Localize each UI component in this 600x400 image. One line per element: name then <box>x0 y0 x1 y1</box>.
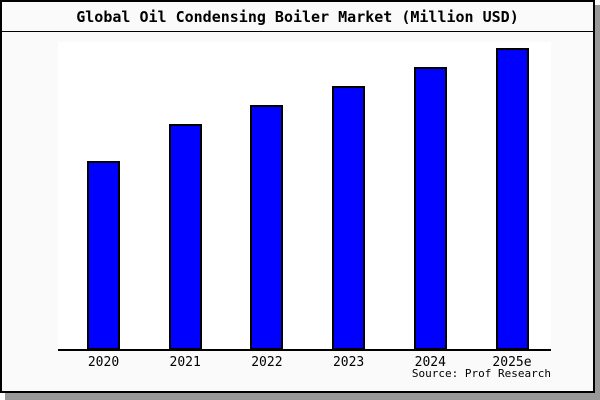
plot-area <box>58 42 551 350</box>
x-tick-label-2025e: 2025e <box>492 355 532 370</box>
bar-2022 <box>250 105 284 350</box>
x-tick-label-2022: 2022 <box>251 355 283 370</box>
x-tick-label-2024: 2024 <box>414 355 446 370</box>
x-tick-label-2021: 2021 <box>169 355 201 370</box>
source-note: Source: Prof Research <box>411 367 551 380</box>
bar-2025e <box>495 48 529 350</box>
x-tick-label-2023: 2023 <box>332 355 365 370</box>
bar-2024 <box>413 67 447 350</box>
bar-2020 <box>87 161 120 350</box>
x-axis-line <box>58 349 551 351</box>
title-bar: Global Oil Condensing Boiler Market (Mil… <box>2 2 593 32</box>
bar-2023 <box>332 86 366 350</box>
chart-title: Global Oil Condensing Boiler Market (Mil… <box>76 7 519 26</box>
x-tick-label-2020: 2020 <box>87 355 120 370</box>
bar-2021 <box>168 124 202 350</box>
chart-card: Global Oil Condensing Boiler Market (Mil… <box>0 0 595 393</box>
